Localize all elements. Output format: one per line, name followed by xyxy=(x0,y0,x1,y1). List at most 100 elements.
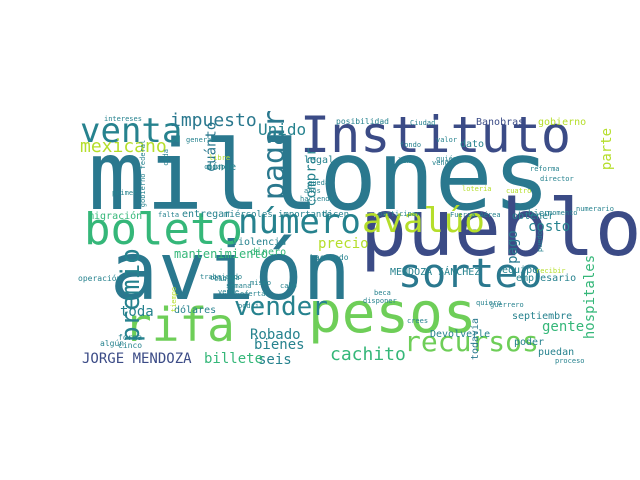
word-2: avión xyxy=(110,225,351,318)
word-105: numerario xyxy=(576,205,614,213)
word-104: proceso xyxy=(555,357,585,365)
word-50: poder xyxy=(514,337,545,348)
word-79: lunes xyxy=(398,157,420,165)
word-67: cinco xyxy=(118,341,143,350)
word-64: bien xyxy=(528,209,550,219)
word-41: migración xyxy=(88,211,143,222)
word-4: pesos xyxy=(308,281,477,346)
word-20: Robado xyxy=(250,327,301,343)
word-63: dicen xyxy=(322,210,350,220)
word-81: lotería xyxy=(462,185,492,193)
word-57: general xyxy=(186,136,216,144)
word-58: libre xyxy=(209,154,231,162)
word-91: primer xyxy=(112,189,138,197)
word-16: impuesto xyxy=(170,110,257,131)
word-7: número xyxy=(238,202,361,242)
word-100: gobierno federal xyxy=(139,139,148,208)
word-106: tiempo xyxy=(170,286,179,313)
word-70: semana xyxy=(226,282,252,290)
word-68: algún xyxy=(100,339,125,348)
word-36: Banobras xyxy=(476,117,525,128)
word-72: vende xyxy=(218,288,240,296)
word-71: oferta xyxy=(240,290,266,298)
word-101: podría xyxy=(238,302,264,310)
word-11: venta xyxy=(80,111,183,151)
word-83: director xyxy=(540,175,574,183)
word-82: reforma xyxy=(530,165,560,173)
word-9: sorteo xyxy=(398,251,543,297)
word-61: miércoles xyxy=(224,210,273,220)
word-48: Devolverle xyxy=(430,329,491,340)
word-69: obtenga xyxy=(210,274,240,282)
word-80: venda xyxy=(432,159,454,167)
word-97: falta xyxy=(158,211,180,219)
word-62: importante xyxy=(278,210,333,220)
word-54: haciendo xyxy=(310,253,349,262)
word-76: Ciudad xyxy=(410,119,436,127)
word-95: causa xyxy=(214,275,236,283)
word-15: vender xyxy=(234,292,328,322)
word-74: disponer xyxy=(363,297,397,305)
word-98: cada xyxy=(161,149,170,166)
word-3: pueblo xyxy=(360,184,640,274)
word-40: dónde xyxy=(206,162,237,173)
word-43: legal xyxy=(304,155,335,166)
word-6: boleto xyxy=(84,204,243,255)
word-86: Fuerza Aérea xyxy=(450,211,501,219)
word-34: mantenimiento xyxy=(174,247,268,261)
word-28: precio xyxy=(318,236,369,252)
word-12: recursos xyxy=(404,325,539,358)
word-59: quién xyxy=(436,155,458,163)
word-38: dato xyxy=(460,139,485,150)
word-99: chiapas xyxy=(204,163,234,171)
word-8: rifa xyxy=(124,298,235,352)
word-23: seis xyxy=(258,352,292,368)
word-32: gente xyxy=(542,319,585,335)
word-55: posibilidad xyxy=(336,117,389,126)
word-96: mismo xyxy=(250,279,272,287)
word-85: momento xyxy=(548,209,578,217)
word-78: fondo xyxy=(400,141,422,149)
word-24: billete xyxy=(204,351,264,367)
word-87: puedo xyxy=(536,230,545,253)
word-29: costo xyxy=(528,219,571,235)
word-5: Instituto xyxy=(300,106,571,164)
word-89: quiero xyxy=(476,299,502,307)
word-49: MENDOZA SÁNCHEZ xyxy=(390,267,481,278)
word-93: años xyxy=(304,187,321,195)
word-92: hacienda xyxy=(300,195,334,203)
word-33: parte xyxy=(599,127,616,171)
word-56: participar xyxy=(378,210,421,218)
word-18: Unido xyxy=(258,120,307,139)
word-90: intereses xyxy=(104,115,142,123)
word-31: hospitales xyxy=(582,254,599,340)
word-37: gobierno xyxy=(538,117,587,128)
word-51: puedan xyxy=(538,347,575,358)
word-75: beca xyxy=(374,289,391,297)
word-84: cuatro xyxy=(506,187,532,195)
word-25: toda xyxy=(120,304,154,320)
word-17: mexicano xyxy=(80,136,167,157)
word-77: valor xyxy=(436,136,458,144)
word-52: todavía xyxy=(470,317,482,361)
word-102: crees xyxy=(407,317,429,325)
word-66: forma xyxy=(118,333,143,342)
word-73: cabo xyxy=(280,282,297,290)
word-14: premio xyxy=(115,248,146,342)
word-30: pago xyxy=(504,230,521,264)
word-88: recibir xyxy=(536,267,566,275)
word-46: empresario xyxy=(516,273,577,284)
word-94: queda xyxy=(308,179,330,187)
word-47: septiembre xyxy=(512,311,573,322)
word-44: obtener xyxy=(512,211,555,222)
word-65: operación xyxy=(78,274,122,283)
word-42: dinero xyxy=(250,247,287,258)
word-10: avalúo xyxy=(362,201,485,241)
word-21: bienes xyxy=(254,337,305,353)
word-60: trabajando xyxy=(200,273,243,281)
word-53: dólares xyxy=(174,305,217,316)
word-45: equipo xyxy=(502,265,539,276)
word-1: millones xyxy=(88,120,551,232)
word-39: entregar xyxy=(182,209,231,220)
